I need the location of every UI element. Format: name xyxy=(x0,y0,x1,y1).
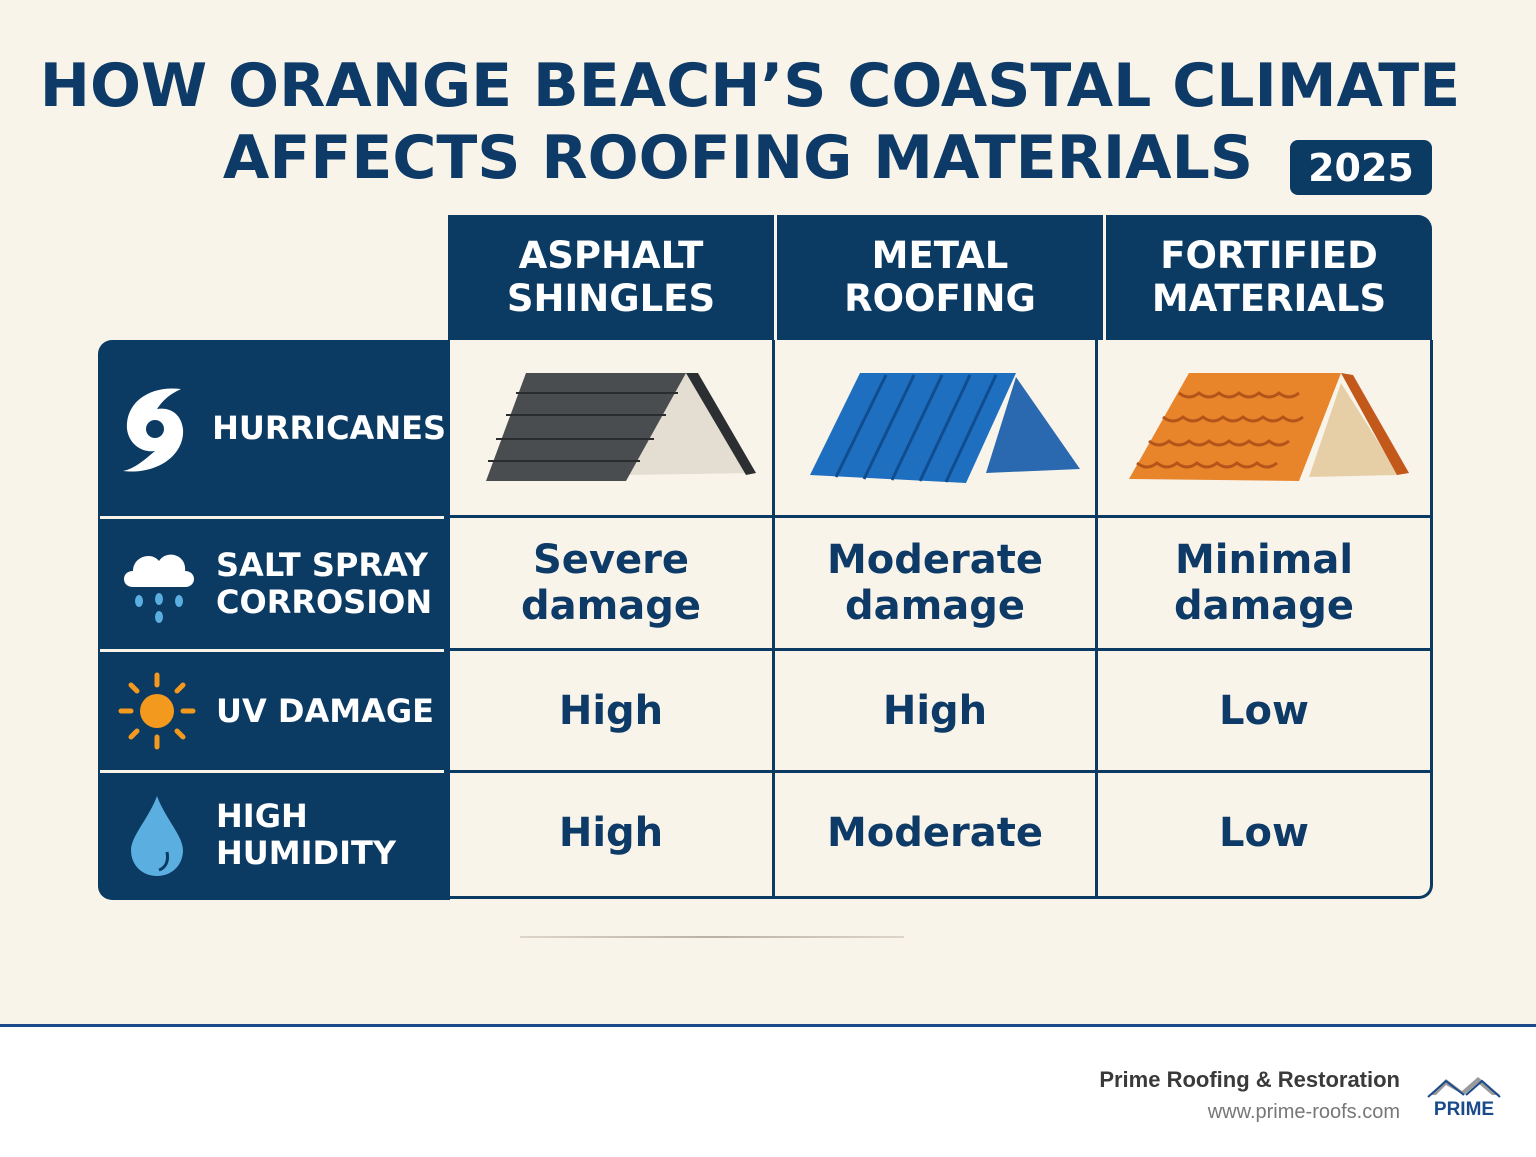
row-label-text: SALT SPRAY xyxy=(216,546,428,585)
header-text: ASPHALT xyxy=(518,233,704,277)
header-text: FORTIFIED xyxy=(1160,233,1378,277)
rain-cloud-icon xyxy=(98,541,216,627)
comparison-grid: Severe damage Moderate damage Minimal damag… xyxy=(450,340,1433,899)
column-header-row: ASPHALT SHINGLES METAL ROOFING FORTIFIED MA… xyxy=(448,215,1432,340)
cell-asphalt-uv: High xyxy=(558,687,664,734)
cell-metal-uv: High xyxy=(882,687,988,734)
cell-asphalt-humidity: High xyxy=(558,810,664,856)
row-label-high-humidity: HIGH HUMIDITY xyxy=(98,772,446,898)
asphalt-shingle-roof-image xyxy=(450,340,772,515)
header-text: ROOFING xyxy=(844,276,1036,320)
metal-roof-image xyxy=(775,340,1095,515)
divider xyxy=(520,936,904,938)
column-header-fortified: FORTIFIED MATERIALS xyxy=(1106,215,1432,340)
cell-metal-humidity: Moderate xyxy=(826,810,1043,856)
cell-fortified-uv: Low xyxy=(1219,687,1309,734)
header-text: SHINGLES xyxy=(506,276,716,320)
svg-text:PRIME: PRIME xyxy=(1434,1099,1494,1117)
row-label-text: HURRICANES xyxy=(212,409,446,448)
year-badge: 2025 xyxy=(1290,140,1432,195)
row-label-salt-spray: SALT SPRAY CORROSION xyxy=(98,518,446,650)
header-text: MATERIALS xyxy=(1151,276,1387,320)
company-name: Prime Roofing & Restoration xyxy=(1099,1067,1400,1092)
company-url[interactable]: www.prime-roofs.com xyxy=(1207,1101,1400,1123)
title-line-1: HOW ORANGE BEACH’S COASTAL CLIMATE xyxy=(39,51,1461,121)
footer: Prime Roofing & Restoration www.prime-ro… xyxy=(0,1024,1536,1157)
row-label-text: CORROSION xyxy=(216,583,433,621)
column-header-asphalt: ASPHALT SHINGLES xyxy=(448,215,777,340)
sun-icon xyxy=(98,671,216,751)
row-label-hurricanes: HURRICANES xyxy=(98,340,446,517)
prime-logo: PRIME xyxy=(1422,1073,1506,1121)
title-line-2: AFFECTS ROOFING MATERIALS xyxy=(222,123,1254,193)
hurricane-icon xyxy=(98,383,212,475)
cell-asphalt-salt-spray: Severe damage xyxy=(520,537,702,629)
row-label-text: HIGH xyxy=(216,797,308,836)
row-label-uv-damage: UV DAMAGE xyxy=(98,651,446,771)
row-label-text: UV DAMAGE xyxy=(216,691,434,730)
fortified-tile-roof-image xyxy=(1098,340,1430,515)
header-text: METAL xyxy=(871,233,1009,277)
row-label-text: HUMIDITY xyxy=(216,834,396,872)
cell-metal-salt-spray: Moderate damage xyxy=(826,537,1043,629)
cell-fortified-humidity: Low xyxy=(1219,810,1309,856)
cell-fortified-salt-spray: Minimal damage xyxy=(1173,537,1355,629)
water-drop-icon xyxy=(98,792,216,878)
column-header-metal: METAL ROOFING xyxy=(777,215,1106,340)
row-labels: HURRICANES SALT SPRAY CORROSION UV DAMAGE… xyxy=(98,340,450,900)
